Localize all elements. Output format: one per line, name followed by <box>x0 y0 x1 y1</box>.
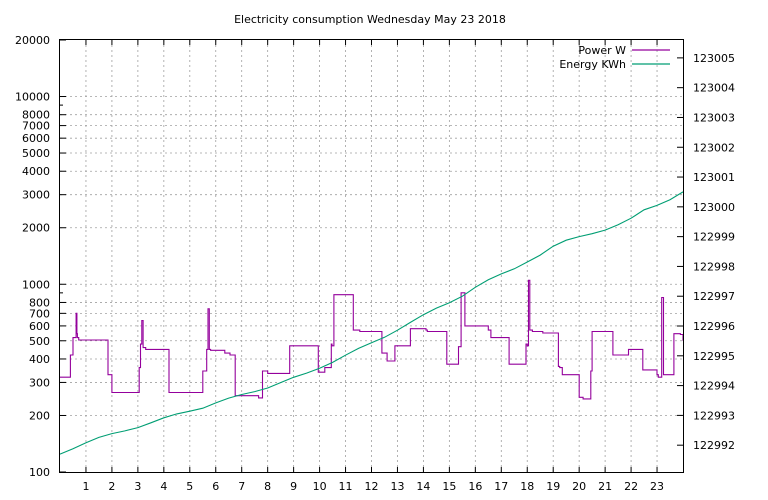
y-tick-label: 800 <box>29 296 50 309</box>
x-tick-label: 8 <box>264 480 271 493</box>
y2-tick-label: 123004 <box>693 82 735 95</box>
y-tick-label: 6000 <box>22 132 50 145</box>
legend-label-power: Power W <box>578 44 626 57</box>
y2-tick-label: 123003 <box>693 111 735 124</box>
x-tick-label: 17 <box>494 480 508 493</box>
y-tick-label: 8000 <box>22 109 50 122</box>
y2-tick-label: 123000 <box>693 201 735 214</box>
y-tick-label: 100 <box>29 466 50 479</box>
y-tick-label: 5000 <box>22 147 50 160</box>
x-tick-label: 16 <box>468 480 482 493</box>
y-tick-label: 20000 <box>15 34 50 47</box>
x-tick-label: 1 <box>82 480 89 493</box>
y2-tick-label: 122992 <box>693 439 735 452</box>
x-tick-label: 9 <box>290 480 297 493</box>
series-power-line <box>60 279 684 400</box>
y2-tick-label: 123005 <box>693 52 735 65</box>
x-tick-label: 13 <box>390 480 404 493</box>
y2-tick-label: 123002 <box>693 141 735 154</box>
x-tick-label: 2 <box>108 480 115 493</box>
legend: Power W Energy KWh <box>559 44 670 71</box>
y2-tick-label: 122995 <box>693 350 735 363</box>
x-tick-label: 7 <box>238 480 245 493</box>
x-tick-label: 4 <box>160 480 167 493</box>
y-tick-label: 7000 <box>22 120 50 133</box>
x-tick-label: 20 <box>572 480 586 493</box>
y-axis-right-tick-labels: 122992 122993 122994 122995 122996 122997 1229… <box>693 52 735 452</box>
x-tick-label: 11 <box>339 480 353 493</box>
x-axis-tick-labels: 1 2 3 4 5 6 7 8 9 10 11 12 13 14 15 16 17 18 19 20 21 22 23 <box>82 480 664 493</box>
x-tick-label: 23 <box>650 480 664 493</box>
y-tick-label: 4000 <box>22 165 50 178</box>
y2-tick-label: 122997 <box>693 290 735 303</box>
y2-tick-label: 122998 <box>693 260 735 273</box>
x-tick-label: 6 <box>212 480 219 493</box>
x-tick-label: 12 <box>365 480 379 493</box>
y-tick-label: 500 <box>29 335 50 348</box>
y-tick-label: 600 <box>29 320 50 333</box>
x-tick-label: 19 <box>546 480 560 493</box>
legend-label-energy: Energy KWh <box>559 58 626 71</box>
y-tick-label: 2000 <box>22 222 50 235</box>
y-tick-label: 400 <box>29 353 50 366</box>
y2-tick-label: 122993 <box>693 409 735 422</box>
y-tick-label: 700 <box>29 307 50 320</box>
x-tick-label: 22 <box>624 480 638 493</box>
plot-series <box>59 191 684 455</box>
grid <box>60 40 683 472</box>
x-tick-label: 10 <box>313 480 327 493</box>
y2-tick-label: 122996 <box>693 320 735 333</box>
x-tick-label: 15 <box>442 480 456 493</box>
y-tick-label: 3000 <box>22 189 50 202</box>
series-energy-line <box>59 191 684 455</box>
plot-frame <box>59 39 684 473</box>
y-tick-label: 300 <box>29 376 50 389</box>
y-tick-label: 200 <box>29 409 50 422</box>
y-tick-label: 10000 <box>15 91 50 104</box>
x-tick-label: 14 <box>416 480 430 493</box>
x-tick-label: 3 <box>134 480 141 493</box>
y2-tick-label: 123001 <box>693 171 735 184</box>
y2-tick-label: 122994 <box>693 380 735 393</box>
y-tick-label: 1000 <box>22 278 50 291</box>
x-tick-label: 5 <box>186 480 193 493</box>
x-tick-label: 21 <box>598 480 612 493</box>
y2-tick-label: 122999 <box>693 231 735 244</box>
chart-title: Electricity consumption Wednesday May 23… <box>234 13 506 26</box>
x-tick-label: 18 <box>520 480 534 493</box>
